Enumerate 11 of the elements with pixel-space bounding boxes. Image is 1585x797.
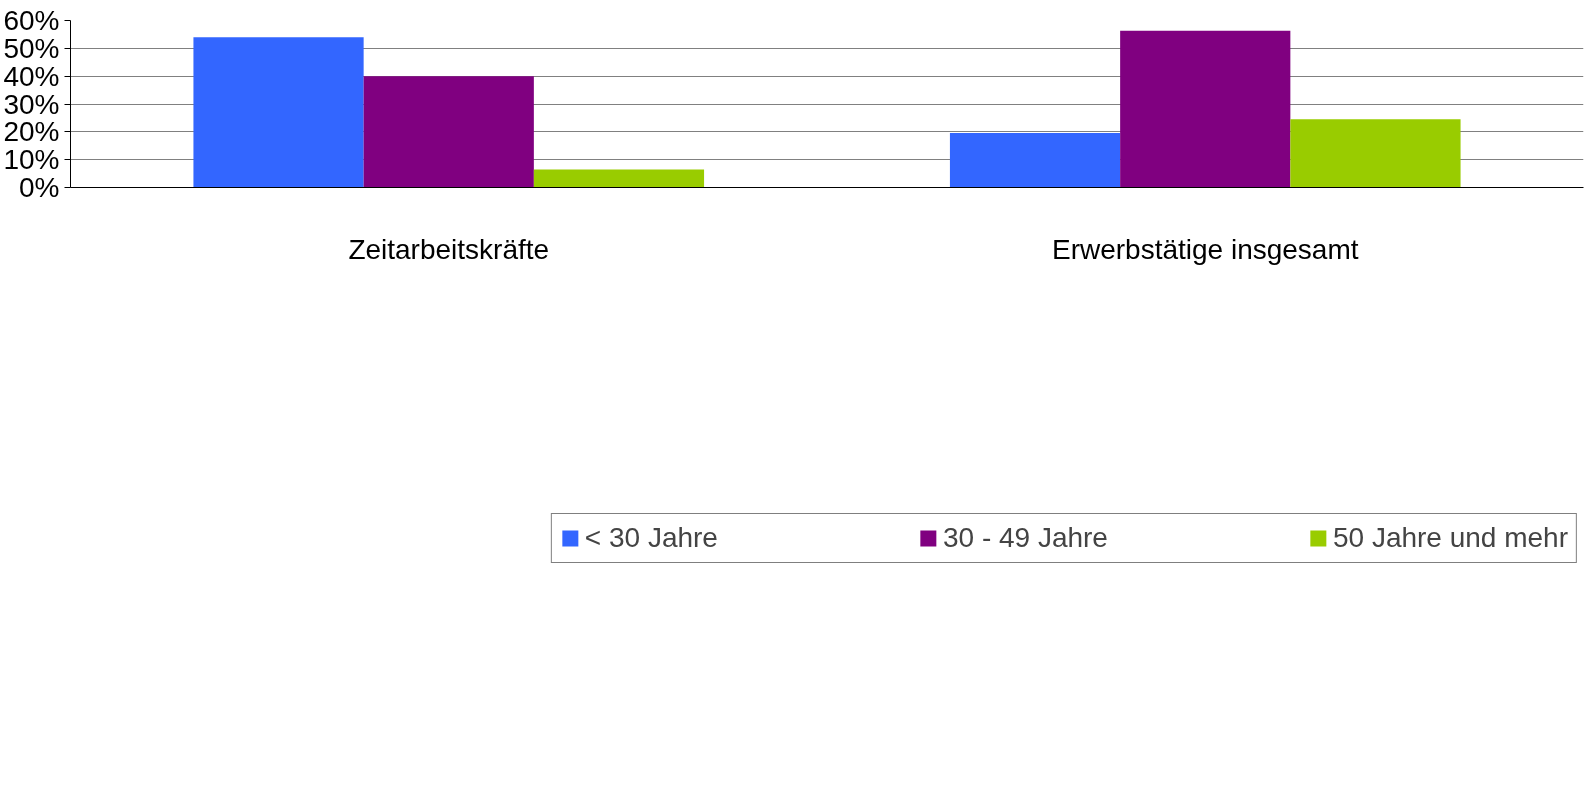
- bar: [949, 132, 1121, 188]
- bar: [1120, 30, 1291, 188]
- legend-label: 30 - 49 Jahre: [942, 522, 1108, 554]
- x-tick-label: Erwerbstätige insgesamt: [1051, 233, 1359, 265]
- bar: [1290, 119, 1461, 188]
- legend-label: 50 Jahre und mehr: [1332, 522, 1568, 554]
- bar: [363, 76, 534, 188]
- bar: [193, 37, 364, 188]
- x-tick-label: Zeitarbeitskräfte: [348, 233, 550, 265]
- legend-label: < 30 Jahre: [584, 522, 718, 554]
- bar: [533, 169, 705, 188]
